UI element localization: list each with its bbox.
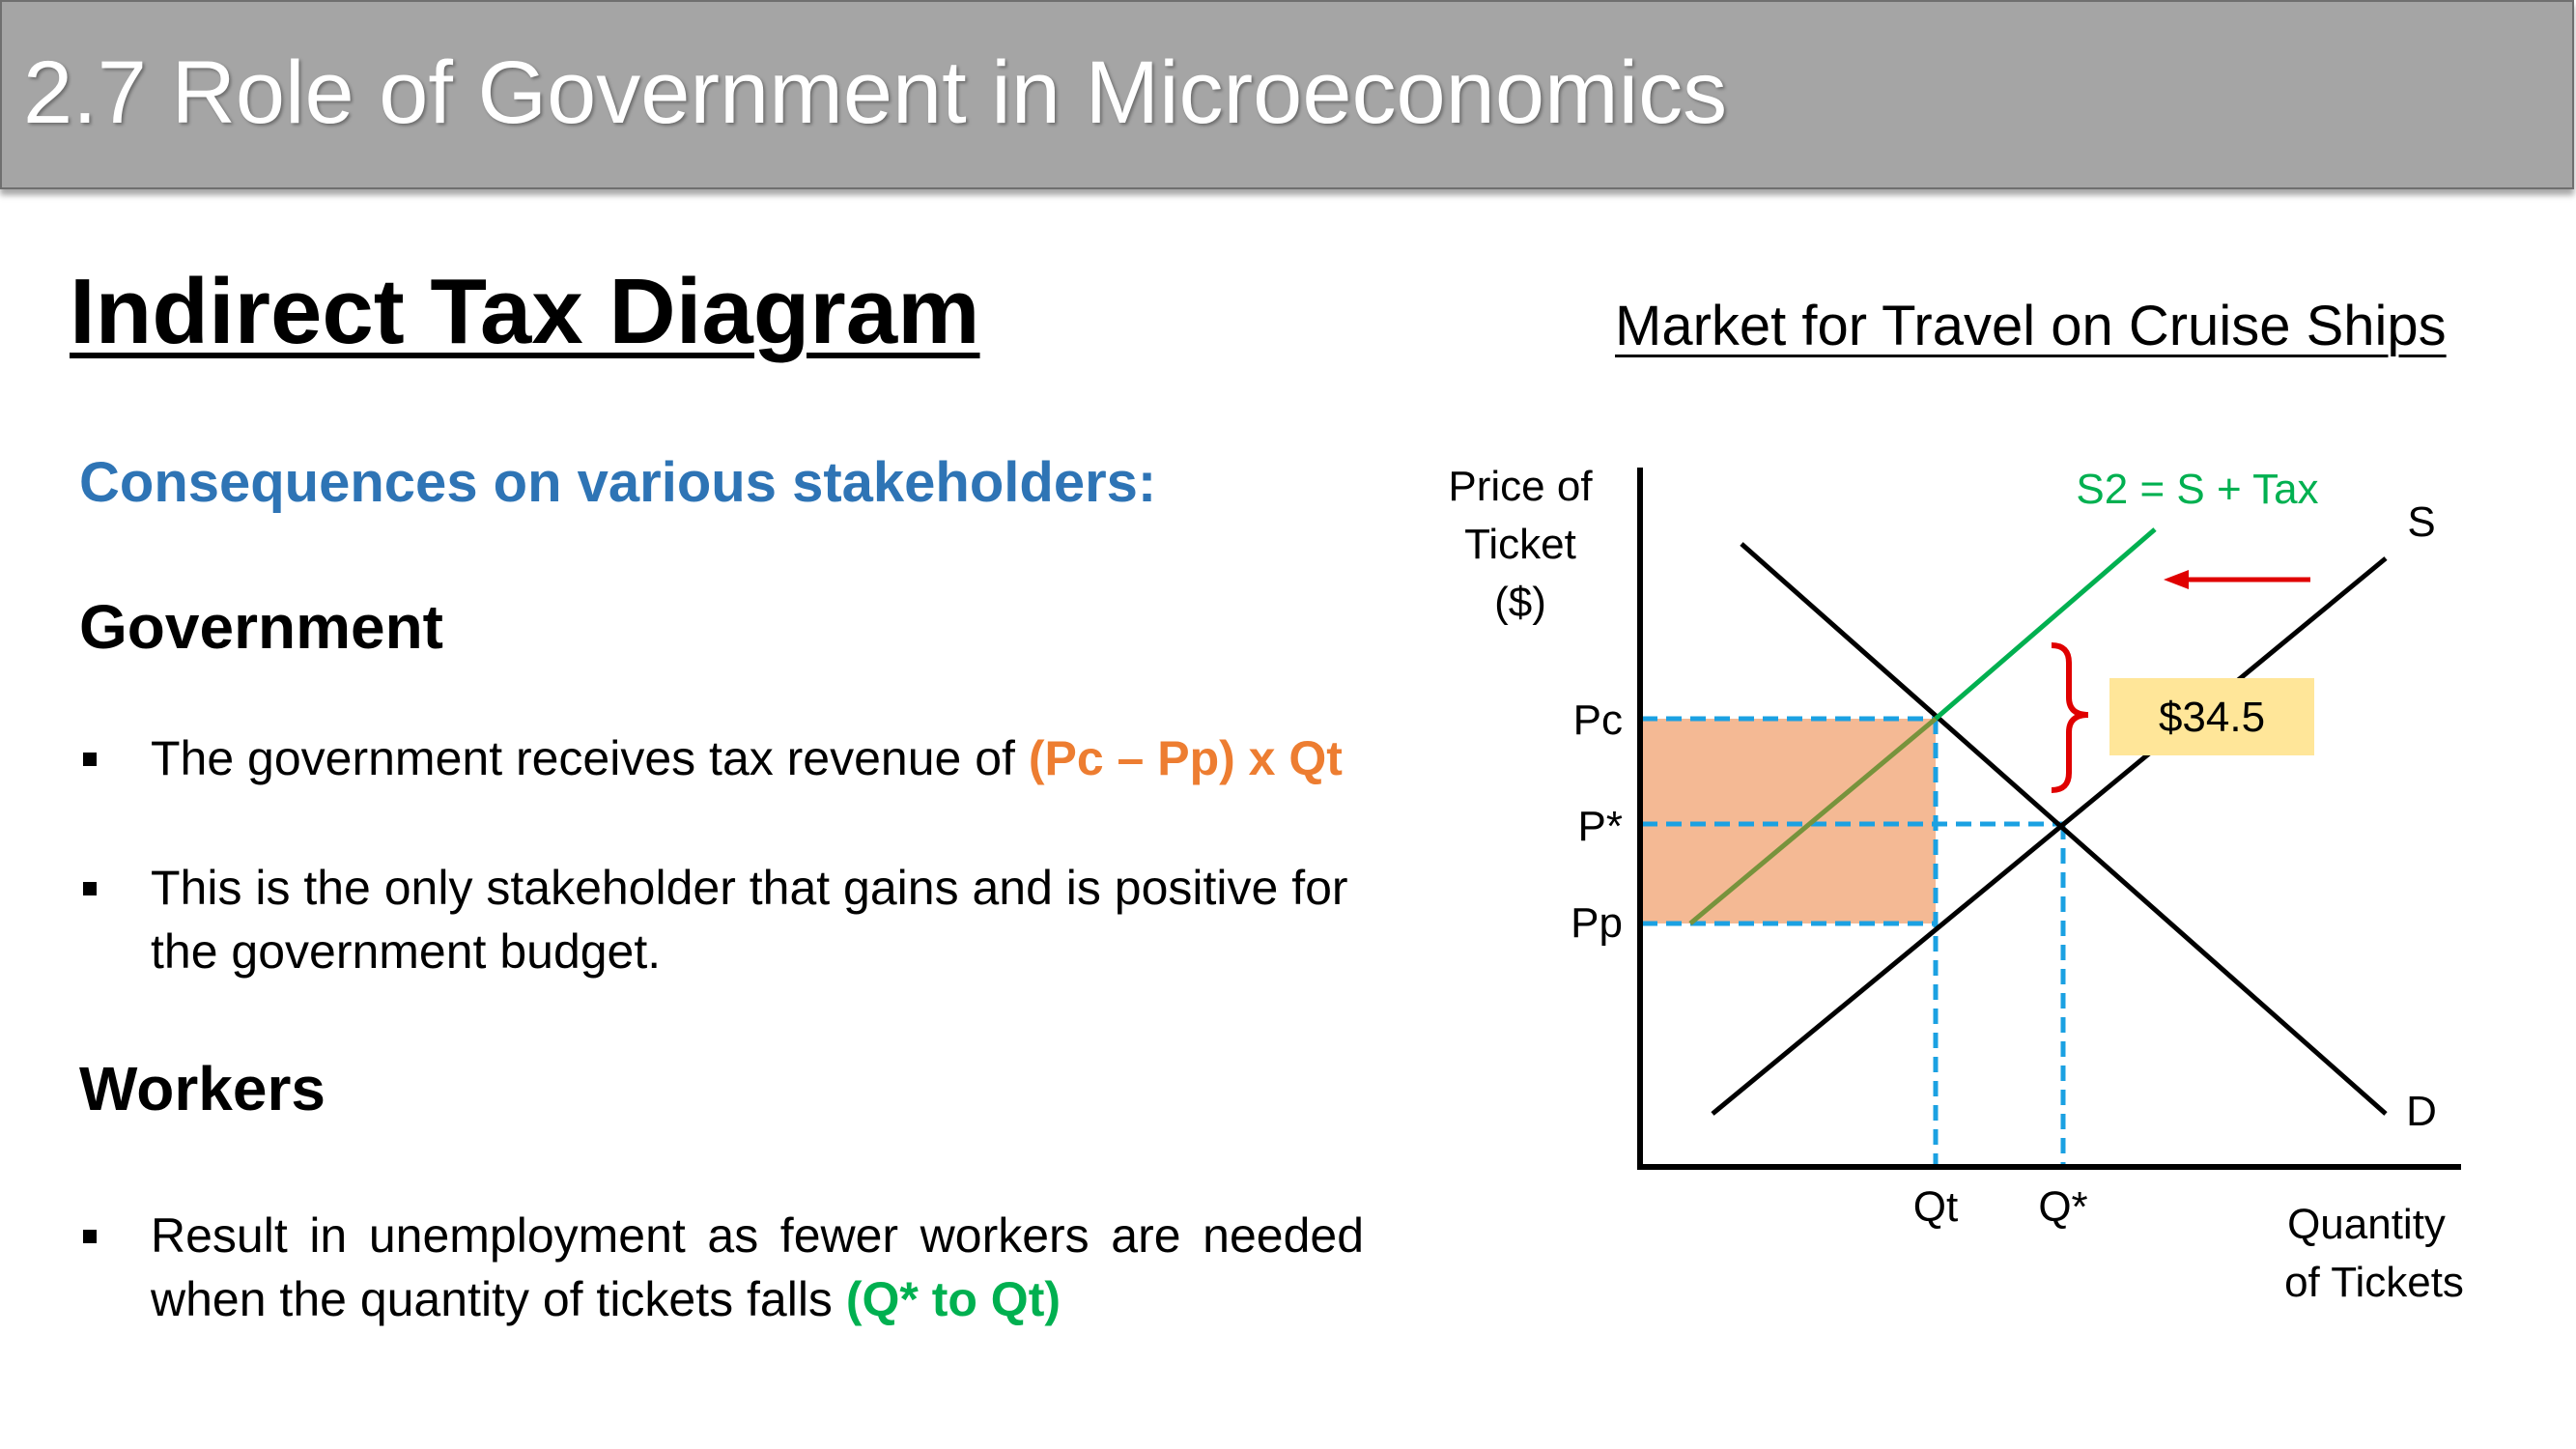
bullet-text: Result in unemployment as fewer workers … (151, 1208, 1364, 1326)
tax-revenue-area (1642, 719, 1936, 923)
title-bar: 2.7 Role of Government in Microeconomics (0, 0, 2574, 189)
supply-curve (1711, 556, 2388, 1116)
bullet-only-gainer: This is the only stakeholder that gains … (79, 856, 1364, 983)
diagram-title: Market for Travel on Cruise Ships (1615, 295, 2447, 357)
y-axis-label-line-3: ($) (1494, 579, 1546, 626)
y-axis-label-line-1: Price of (1448, 463, 1593, 510)
supply-tax-label: S2 = S + Tax (2076, 466, 2318, 513)
supply-tax-curve-shaded (1688, 717, 1938, 925)
pc-label: Pc (1573, 696, 1623, 744)
pstar-label: P* (1578, 803, 1623, 850)
pp-label: Pp (1571, 899, 1623, 947)
tax-revenue-formula: (Pc – Pp) x Qt (1028, 731, 1343, 785)
bullet-marker (83, 1230, 97, 1243)
bullet-tax-revenue: The government receives tax revenue of (… (79, 726, 1364, 790)
quantity-change: (Q* to Qt) (845, 1272, 1061, 1326)
supply-label: S (2407, 498, 2435, 546)
bullet-text: This is the only stakeholder that gains … (151, 861, 1348, 979)
stakeholders-subheading: Consequences on various stakeholders: (79, 451, 1157, 514)
qt-label: Qt (1913, 1183, 1958, 1231)
demand-label: D (2406, 1088, 2437, 1135)
bullet-unemployment: Result in unemployment as fewer workers … (79, 1204, 1364, 1331)
shift-arrow-head (2164, 570, 2189, 589)
slide-title: 2.7 Role of Government in Microeconomics (23, 43, 1728, 142)
tax-amount-box (2109, 678, 2314, 755)
section-title-workers: Workers (79, 1054, 326, 1123)
bullet-marker (83, 882, 97, 895)
section-title-government: Government (79, 592, 443, 662)
supply-tax-curve (1934, 527, 2157, 721)
x-axis-label-line-2: of Tickets (2284, 1259, 2464, 1306)
bullet-text: The government receives tax revenue of (151, 731, 1029, 785)
x-axis-label-line-1: Quantity (2287, 1201, 2446, 1248)
demand-curve (1740, 542, 2388, 1116)
tax-amount-label: $34.5 (2159, 694, 2265, 741)
y-axis-label-line-2: Ticket (1464, 521, 1576, 568)
tax-brace (2051, 642, 2089, 793)
qstar-label: Q* (2038, 1183, 2087, 1231)
main-heading: Indirect Tax Diagram (70, 260, 980, 363)
bullet-marker (83, 753, 97, 766)
